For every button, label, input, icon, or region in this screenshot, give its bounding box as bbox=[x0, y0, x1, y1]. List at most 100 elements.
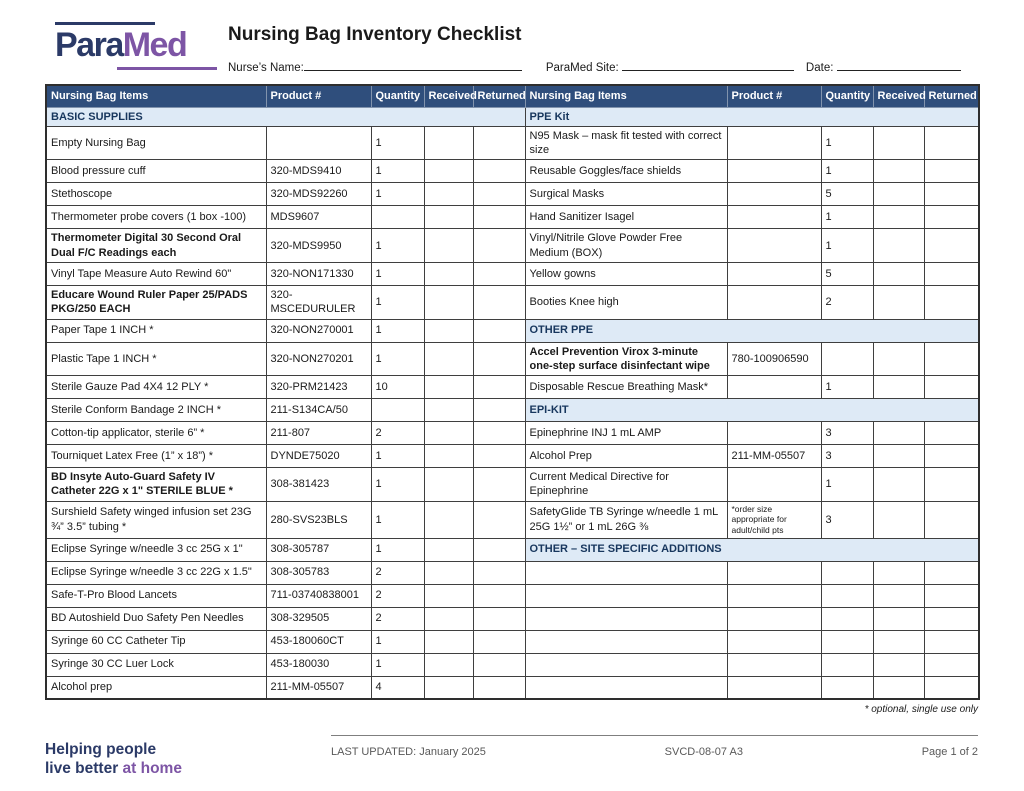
returned-cell bbox=[923, 159, 980, 184]
col-header-items: Nursing Bag Items bbox=[45, 85, 267, 108]
item-cell: Yellow gowns bbox=[524, 261, 728, 286]
qty-cell: 2 bbox=[370, 606, 425, 631]
item-cell: Plastic Tape 1 INCH * bbox=[45, 341, 267, 377]
returned-cell bbox=[472, 537, 526, 562]
returned-cell bbox=[923, 284, 980, 320]
qty-cell: 1 bbox=[370, 467, 425, 502]
qty-cell: 1 bbox=[370, 284, 425, 320]
returned-cell bbox=[923, 228, 980, 263]
received-cell bbox=[423, 284, 474, 320]
qty-cell: 5 bbox=[820, 261, 874, 286]
table-row: Syringe 60 CC Catheter Tip 453-180060CT 1 bbox=[45, 629, 980, 654]
item-cell: Sterile Gauze Pad 4X4 12 PLY * bbox=[45, 375, 267, 400]
item-cell bbox=[524, 583, 728, 608]
received-cell bbox=[423, 182, 474, 207]
item-cell bbox=[524, 652, 728, 677]
nurse-name-field: Nurse’s Name: bbox=[228, 60, 522, 74]
returned-cell bbox=[923, 341, 980, 377]
logo-text: ParaMed bbox=[55, 28, 228, 62]
item-cell: Current Medical Directive for Epinephrin… bbox=[524, 467, 728, 502]
returned-cell bbox=[923, 421, 980, 446]
logo-med: Med bbox=[122, 26, 188, 64]
table-row: Empty Nursing Bag 1 N95 Mask – mask fit te… bbox=[45, 125, 980, 161]
qty-cell: 1 bbox=[370, 182, 425, 207]
received-cell bbox=[872, 205, 925, 230]
col-header-received: Received bbox=[872, 85, 926, 108]
qty-cell: 1 bbox=[370, 125, 425, 161]
received-cell bbox=[872, 261, 925, 286]
product-cell: 320-MSCEDURULER bbox=[265, 284, 372, 320]
table-header-row: Nursing Bag Items Product # Quantity Rec… bbox=[45, 85, 980, 108]
received-cell bbox=[423, 228, 474, 263]
returned-cell bbox=[472, 421, 526, 446]
product-cell: 211-S134CA/50 bbox=[265, 398, 372, 423]
received-cell bbox=[423, 467, 474, 502]
qty-cell bbox=[820, 560, 874, 585]
doc-code-text: SVCD-08-07 A3 bbox=[664, 746, 743, 759]
product-cell: 711-03740838001 bbox=[265, 583, 372, 608]
returned-cell bbox=[472, 444, 526, 469]
product-cell: *order size appropriate for adult/child … bbox=[726, 500, 822, 539]
tagline-line1: Helping people bbox=[45, 741, 157, 759]
returned-cell bbox=[923, 560, 980, 585]
item-cell: Alcohol Prep bbox=[524, 444, 728, 469]
returned-cell bbox=[923, 652, 980, 677]
item-cell bbox=[524, 675, 728, 700]
document-header: ParaMed Nursing Bag Inventory Checklist … bbox=[45, 20, 978, 74]
qty-cell: 4 bbox=[370, 675, 425, 700]
product-cell bbox=[726, 421, 822, 446]
returned-cell bbox=[472, 467, 526, 502]
received-cell bbox=[423, 318, 474, 343]
received-cell bbox=[872, 652, 925, 677]
item-cell bbox=[524, 560, 728, 585]
table-row: Educare Wound Ruler Paper 25/PADS PKG/25… bbox=[45, 284, 980, 320]
col-header-items: Nursing Bag Items bbox=[524, 85, 728, 108]
item-cell: Surgical Masks bbox=[524, 182, 728, 207]
product-cell: 453-180030 bbox=[265, 652, 372, 677]
product-cell bbox=[726, 261, 822, 286]
received-cell bbox=[423, 398, 474, 423]
page-title: Nursing Bag Inventory Checklist bbox=[228, 24, 522, 45]
item-cell: SafetyGlide TB Syringe w/needle 1 mL 25G… bbox=[524, 500, 728, 539]
received-cell bbox=[423, 205, 474, 230]
date-label: Date: bbox=[805, 62, 834, 74]
product-cell: 320-NON270001 bbox=[265, 318, 372, 343]
received-cell bbox=[872, 341, 925, 377]
item-cell: Accel Prevention Virox 3-minute one-step… bbox=[524, 341, 728, 377]
product-cell: 320-NON171330 bbox=[265, 261, 372, 286]
product-cell: 320-MDS9410 bbox=[265, 159, 372, 184]
received-cell bbox=[423, 261, 474, 286]
table-row: BD Autoshield Duo Safety Pen Needles 308-… bbox=[45, 606, 980, 631]
qty-cell: 1 bbox=[820, 228, 874, 263]
table-row: Sterile Conform Bandage 2 INCH * 211-S134… bbox=[45, 398, 980, 423]
col-header-quantity: Quantity bbox=[370, 85, 425, 108]
returned-cell bbox=[923, 205, 980, 230]
product-cell: 211-MM-05507 bbox=[265, 675, 372, 700]
product-cell: 780-100906590 bbox=[726, 341, 822, 377]
product-cell bbox=[726, 182, 822, 207]
returned-cell bbox=[923, 444, 980, 469]
product-cell: 280-SVS23BLS bbox=[265, 500, 372, 539]
returned-cell bbox=[923, 125, 980, 161]
qty-cell bbox=[820, 606, 874, 631]
qty-cell: 1 bbox=[370, 500, 425, 539]
qty-cell: 1 bbox=[820, 467, 874, 502]
table-row: Alcohol prep 211-MM-05507 4 bbox=[45, 675, 980, 700]
returned-cell bbox=[472, 398, 526, 423]
qty-cell bbox=[820, 675, 874, 700]
returned-cell bbox=[472, 341, 526, 377]
nurse-name-label: Nurse’s Name: bbox=[228, 62, 304, 74]
returned-cell bbox=[472, 125, 526, 161]
received-cell bbox=[872, 629, 925, 654]
received-cell bbox=[423, 444, 474, 469]
item-cell: Alcohol prep bbox=[45, 675, 267, 700]
product-cell: 211-807 bbox=[265, 421, 372, 446]
form-fields-row: Nurse’s Name: ParaMed Site: Date: bbox=[228, 60, 978, 74]
table-row: Eclipse Syringe w/needle 3 cc 25G x 1" 30… bbox=[45, 537, 980, 562]
received-cell bbox=[423, 500, 474, 539]
returned-cell bbox=[472, 500, 526, 539]
qty-cell: 1 bbox=[370, 228, 425, 263]
section-header-cell: OTHER PPE bbox=[524, 318, 980, 343]
site-label: ParaMed Site: bbox=[545, 62, 619, 74]
table-row: Surshield Safety winged infusion set 23G… bbox=[45, 500, 980, 539]
